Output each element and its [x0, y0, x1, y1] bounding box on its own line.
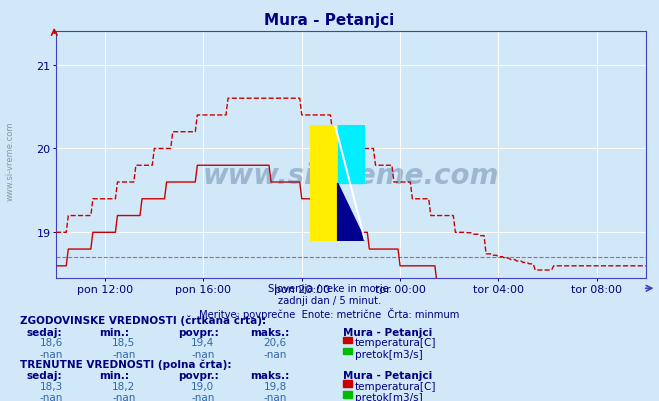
Text: 19,0: 19,0: [191, 381, 214, 391]
Polygon shape: [337, 126, 365, 184]
Text: Slovenija / reke in morje.: Slovenija / reke in morje.: [268, 283, 391, 293]
Text: www.si-vreme.com: www.si-vreme.com: [203, 161, 499, 189]
Text: maks.:: maks.:: [250, 327, 290, 337]
Text: min.:: min.:: [99, 327, 129, 337]
Text: -nan: -nan: [40, 392, 63, 401]
Text: TRENUTNE VREDNOSTI (polna črta):: TRENUTNE VREDNOSTI (polna črta):: [20, 359, 231, 369]
Text: povpr.:: povpr.:: [178, 370, 219, 380]
Text: www.si-vreme.com: www.si-vreme.com: [6, 121, 15, 200]
Text: 19,8: 19,8: [264, 381, 287, 391]
Text: -nan: -nan: [264, 349, 287, 359]
Text: pretok[m3/s]: pretok[m3/s]: [355, 392, 422, 401]
Text: -nan: -nan: [112, 349, 135, 359]
Text: 18,3: 18,3: [40, 381, 63, 391]
Text: Meritve: povprečne  Enote: metrične  Črta: minmum: Meritve: povprečne Enote: metrične Črta:…: [199, 307, 460, 319]
Text: 18,2: 18,2: [112, 381, 135, 391]
Text: -nan: -nan: [191, 392, 214, 401]
Text: zadnji dan / 5 minut.: zadnji dan / 5 minut.: [278, 295, 381, 305]
Text: Mura - Petanjci: Mura - Petanjci: [343, 327, 432, 337]
Text: 19,4: 19,4: [191, 338, 214, 348]
Polygon shape: [337, 184, 365, 241]
Polygon shape: [310, 126, 337, 241]
Text: 18,6: 18,6: [40, 338, 63, 348]
Text: Mura - Petanjci: Mura - Petanjci: [343, 370, 432, 380]
Text: Mura - Petanjci: Mura - Petanjci: [264, 13, 395, 28]
Text: maks.:: maks.:: [250, 370, 290, 380]
Text: temperatura[C]: temperatura[C]: [355, 381, 436, 391]
Text: min.:: min.:: [99, 370, 129, 380]
Text: sedaj:: sedaj:: [26, 327, 62, 337]
Text: pretok[m3/s]: pretok[m3/s]: [355, 349, 422, 359]
Text: 20,6: 20,6: [264, 338, 287, 348]
Text: -nan: -nan: [112, 392, 135, 401]
Text: -nan: -nan: [264, 392, 287, 401]
Text: -nan: -nan: [40, 349, 63, 359]
Text: sedaj:: sedaj:: [26, 370, 62, 380]
Text: temperatura[C]: temperatura[C]: [355, 338, 436, 348]
Text: ZGODOVINSKE VREDNOSTI (črtkana črta):: ZGODOVINSKE VREDNOSTI (črtkana črta):: [20, 315, 266, 325]
Text: povpr.:: povpr.:: [178, 327, 219, 337]
Text: -nan: -nan: [191, 349, 214, 359]
Text: 18,5: 18,5: [112, 338, 135, 348]
